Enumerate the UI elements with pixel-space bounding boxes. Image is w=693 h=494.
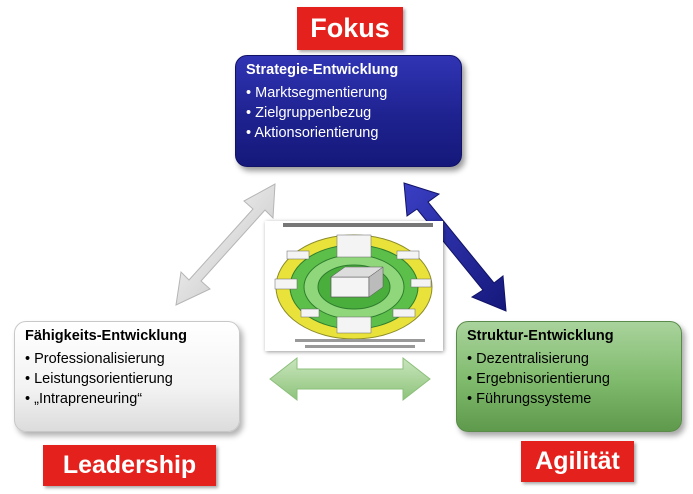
structure-title: Struktur-Entwicklung	[467, 328, 614, 344]
agility-tag: Agilität	[521, 441, 634, 482]
strategy-development-box: Strategie-Entwicklung Marktsegmentierung…	[235, 55, 462, 167]
management-model-illustration	[265, 221, 443, 351]
double-arrow-strategy-structure	[403, 182, 507, 312]
list-item: Marktsegmentierung	[246, 83, 451, 103]
focus-tag: Fokus	[297, 7, 403, 50]
list-item: Führungssysteme	[467, 389, 671, 409]
list-item: Dezentralisierung	[467, 349, 671, 369]
strategy-list: Marktsegmentierung Zielgruppenbezug Akti…	[246, 83, 451, 143]
ability-development-box: Fähigkeits-Entwicklung Professionalisier…	[14, 321, 240, 432]
list-item: Leistungsorientierung	[25, 369, 229, 389]
double-arrow-ability-structure	[269, 356, 431, 402]
list-item: Ergebnisorientierung	[467, 369, 671, 389]
structure-list: Dezentralisierung Ergebnisorientierung F…	[467, 349, 671, 409]
ability-title: Fähigkeits-Entwicklung	[25, 328, 187, 344]
ability-list: Professionalisierung Leistungsorientieru…	[25, 349, 229, 409]
double-arrow-strategy-ability	[175, 183, 276, 306]
list-item: Professionalisierung	[25, 349, 229, 369]
leadership-tag: Leadership	[43, 445, 216, 486]
list-item: Zielgruppenbezug	[246, 103, 451, 123]
list-item: „Intrapreneuring“	[25, 389, 229, 409]
focus-tag-label: Fokus	[310, 13, 390, 43]
agility-tag-label: Agilität	[535, 447, 620, 475]
list-item: Aktionsorientierung	[246, 123, 451, 143]
leadership-tag-label: Leadership	[62, 451, 197, 479]
structure-development-box: Struktur-Entwicklung Dezentralisierung E…	[456, 321, 682, 432]
strategy-title: Strategie-Entwicklung	[246, 62, 399, 78]
